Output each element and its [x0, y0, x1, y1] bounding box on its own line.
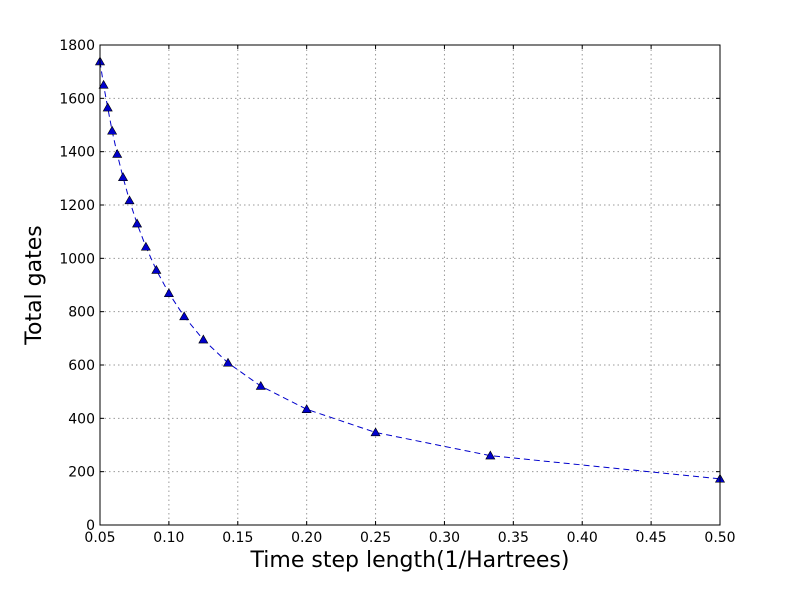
x-axis-label: Time step length(1/Hartrees) — [250, 548, 570, 573]
data-point-marker — [301, 404, 312, 413]
x-tick-label: 0.40 — [567, 530, 598, 546]
x-tick-label: 0.10 — [153, 530, 184, 546]
data-point-marker — [179, 311, 190, 321]
grid — [100, 45, 720, 525]
data-point-marker — [117, 172, 129, 181]
data-point-marker — [107, 125, 118, 135]
x-tick-label: 0.15 — [222, 530, 253, 546]
y-tick-label: 1800 — [59, 38, 95, 54]
ticks — [99, 44, 721, 526]
data-point-marker — [151, 264, 162, 274]
tick-labels: 0.05 0.10 0.15 0.20 0.25 0.30 0.35 0.40 0.45 0.50… — [59, 38, 735, 546]
data-point-marker — [132, 218, 143, 228]
data-point-marker — [102, 102, 113, 112]
data-point-marker — [222, 357, 234, 367]
x-tick-label: 0.50 — [704, 530, 735, 546]
x-tick-label: 0.35 — [498, 530, 529, 546]
x-tick-label: 0.20 — [291, 530, 322, 546]
data-point-marker — [112, 148, 123, 158]
y-axis-label: Total gates — [22, 225, 47, 345]
y-tick-label: 800 — [68, 305, 95, 321]
series-layer — [94, 56, 726, 483]
data-point-marker — [140, 241, 151, 251]
data-point-marker — [198, 334, 209, 344]
data-point-marker — [163, 288, 174, 297]
data-point-marker — [255, 380, 266, 390]
data-point-marker — [370, 427, 381, 437]
y-tick-label: 1000 — [59, 251, 95, 267]
x-tick-label: 0.30 — [429, 530, 460, 546]
plot-area — [100, 45, 720, 525]
data-point-marker — [485, 450, 496, 460]
plot-frame — [99, 44, 721, 526]
y-tick-label: 1400 — [59, 145, 95, 161]
y-tick-label: 0 — [86, 518, 95, 534]
x-tick-label: 0.45 — [636, 530, 667, 546]
x-tick-label: 0.05 — [84, 530, 115, 546]
y-tick-label: 400 — [68, 411, 95, 427]
data-point-marker — [124, 195, 135, 205]
x-tick-label: 0.25 — [360, 530, 391, 546]
y-tick-label: 600 — [68, 358, 95, 374]
y-tick-label: 200 — [68, 465, 95, 481]
y-tick-label: 1600 — [59, 91, 95, 107]
y-tick-label: 1200 — [59, 198, 95, 214]
data-point-marker — [98, 79, 109, 89]
